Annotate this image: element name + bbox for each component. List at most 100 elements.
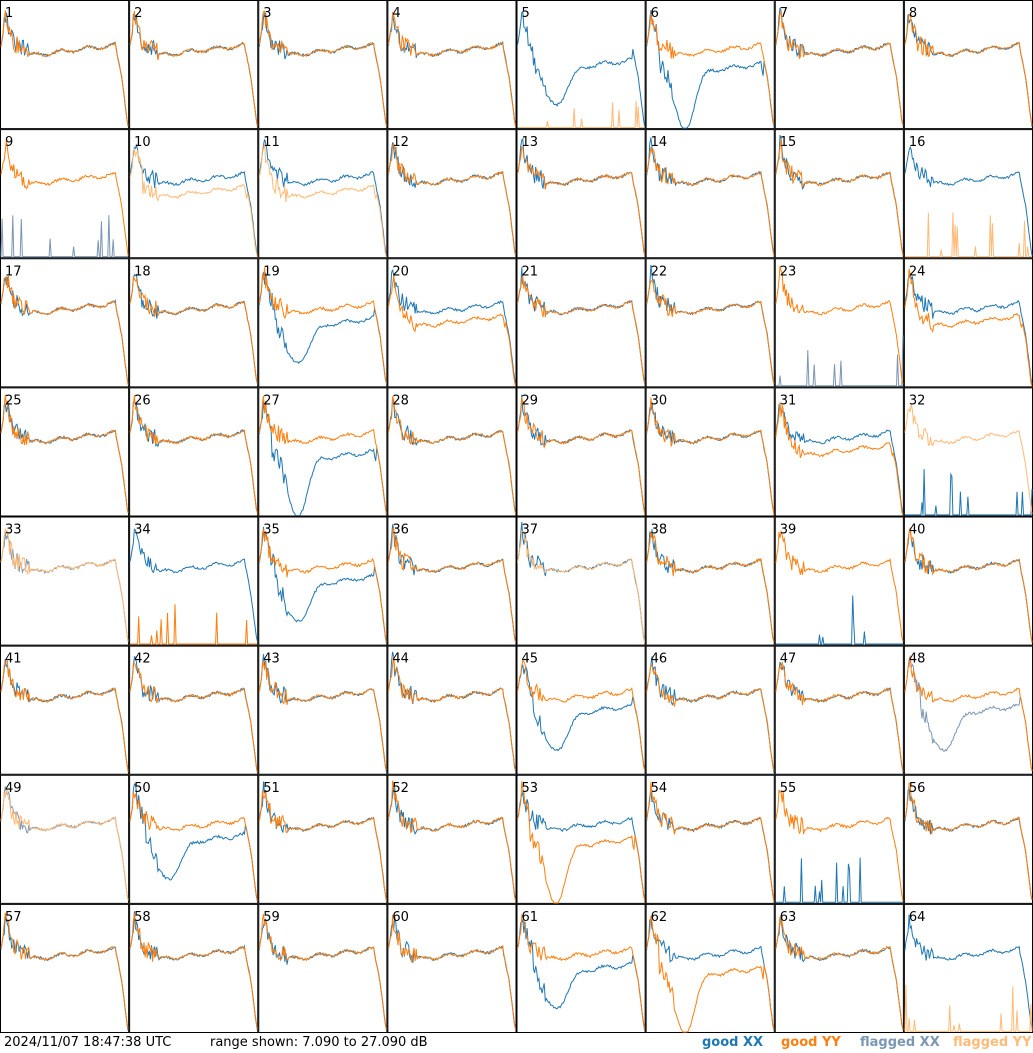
tile-label: 30: [651, 393, 668, 408]
series-yy-tile-12: [387, 142, 516, 255]
series-yy-tile-49: [0, 787, 129, 901]
tile-frame: [774, 387, 904, 517]
footer: 2024/11/07 18:47:38 UTC range shown: 7.0…: [0, 1033, 1033, 1053]
tile-41: 41: [0, 645, 130, 775]
series-yy-tile-37: [517, 529, 646, 643]
tile-45: 45: [516, 645, 646, 775]
series-yy-tile-54: [646, 781, 775, 902]
timestamp: 2024/11/07 18:47:38 UTC: [4, 1035, 172, 1050]
tile-frame: [516, 258, 646, 388]
tile-43: 43: [258, 645, 388, 775]
tile-label: 51: [263, 781, 280, 796]
tile-label: 64: [909, 910, 926, 925]
legend-good-yy: good YY: [781, 1035, 841, 1050]
series-yy-tile-36: [387, 526, 516, 643]
series-xx-tile-53: [517, 791, 646, 900]
series-xx-tile-64: [904, 914, 1033, 1029]
tile-42: 42: [129, 645, 259, 775]
tile-frame: [516, 903, 646, 1033]
tile-frame: [774, 645, 904, 775]
tile-19: 19: [258, 258, 388, 388]
tile-22: 22: [645, 258, 775, 388]
tile-frame: [258, 516, 388, 646]
series-yy-tile-26: [129, 395, 258, 514]
tile-5: 5: [516, 0, 646, 130]
series-yy-tile-24: [904, 268, 1033, 387]
series-yy-tile-55: [775, 789, 904, 902]
tile-label: 43: [263, 652, 280, 667]
tile-frame: [903, 129, 1033, 259]
tile-label: 10: [134, 135, 151, 150]
tile-frame: [645, 258, 775, 388]
tile-label: 50: [134, 781, 151, 796]
series-xx-tile-11: [258, 139, 387, 255]
tile-frame: [387, 903, 517, 1033]
tile-4: 4: [387, 0, 517, 130]
series-yy-tile-62: [646, 915, 775, 1033]
series-yy-tile-32: [904, 404, 1033, 515]
tile-frame: [774, 129, 904, 259]
series-yy-tile-19: [258, 267, 387, 383]
tile-29: 29: [516, 387, 646, 517]
tile-frame: [645, 0, 775, 130]
tile-frame: [387, 387, 517, 517]
tile-frame: [258, 387, 388, 517]
series-yy-tile-23: [775, 265, 904, 385]
series-yy-tile-40: [904, 527, 1033, 643]
tile-label: 16: [909, 135, 926, 150]
series-xx-tile-32: [904, 469, 1033, 516]
tile-frame: [774, 903, 904, 1033]
series-xx-tile-50: [129, 783, 258, 902]
tile-frame: [129, 258, 259, 388]
tile-label: 2: [134, 6, 142, 21]
series-xx-tile-39: [775, 595, 903, 645]
series-yy-tile-48: [904, 655, 1033, 772]
tile-39: 39: [774, 516, 904, 646]
tile-label: 14: [651, 135, 668, 150]
series-xx-tile-27: [258, 399, 387, 516]
tile-frame: [903, 258, 1033, 388]
tile-label: 17: [5, 264, 22, 279]
tile-54: 54: [645, 774, 775, 904]
tile-63: 63: [774, 903, 904, 1033]
tile-frame: [774, 516, 904, 646]
series-yy-tile-30: [646, 397, 775, 515]
tile-label: 53: [522, 781, 539, 796]
tile-frame: [0, 645, 130, 775]
tile-label: 54: [651, 781, 668, 796]
legend-flagged-xx: flagged XX: [860, 1035, 940, 1050]
tile-1: 1: [0, 0, 130, 130]
series-yy-tile-53: [517, 781, 646, 904]
tile-10: 10: [129, 129, 259, 259]
series-yy-tile-52: [387, 780, 516, 902]
series-yy-tile-4: [387, 12, 516, 127]
tile-label: 33: [5, 523, 22, 538]
series-xx-tile-6: [646, 10, 775, 129]
tile-label: 21: [522, 264, 539, 279]
tile-frame: [903, 516, 1033, 646]
series-xx-tile-19: [258, 272, 387, 383]
tile-frame: [129, 0, 259, 130]
tile-label: 18: [134, 264, 151, 279]
series-xx-tile-62: [646, 918, 775, 1030]
tile-label: 55: [780, 781, 797, 796]
tile-frame: [0, 516, 130, 646]
tile-64: 64: [903, 903, 1033, 1033]
series-yy-tile-56: [904, 782, 1033, 900]
tile-frame: [0, 258, 130, 388]
series-yy-tile-41: [0, 660, 129, 773]
tile-37: 37: [516, 516, 646, 646]
series-yy-tile-57: [0, 912, 129, 1029]
tile-label: 24: [909, 264, 926, 279]
series-yy-tile-7: [775, 10, 904, 125]
legend-flagged-yy: flagged YY: [953, 1035, 1032, 1050]
tile-frame: [258, 903, 388, 1033]
series-yy-tile-42: [129, 662, 258, 773]
series-yy-tile-47: [775, 661, 904, 771]
tile-label: 20: [392, 264, 409, 279]
tile-15: 15: [774, 129, 904, 259]
tile-frame: [774, 774, 904, 904]
series-yy-tile-63: [775, 916, 904, 1030]
series-yy-tile-11: [258, 143, 387, 258]
tile-frame: [903, 774, 1033, 904]
